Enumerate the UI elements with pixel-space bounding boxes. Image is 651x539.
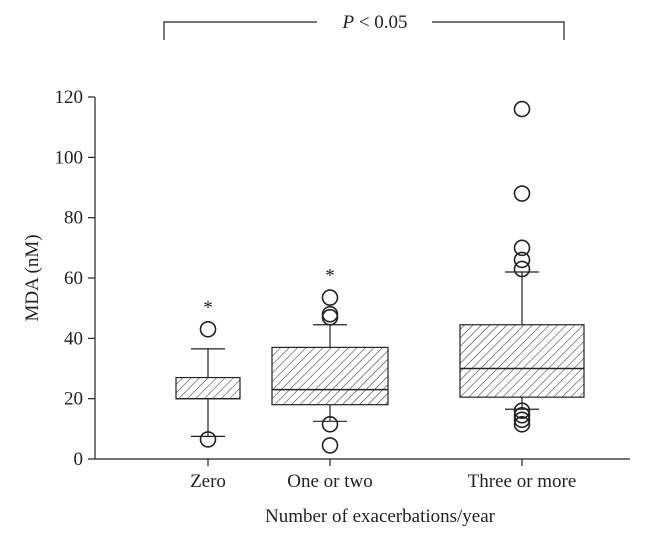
- x-tick-label: Three or more: [468, 471, 577, 492]
- outlier-point: [513, 411, 531, 429]
- y-axis-title: MDA (nM): [22, 234, 43, 321]
- significance-star: *: [203, 297, 213, 318]
- x-axis-title: Number of exacerbations/year: [265, 506, 496, 527]
- outlier-point: [321, 416, 339, 433]
- outlier-point: [321, 289, 339, 306]
- y-tick-label: 60: [64, 268, 83, 289]
- box-iqr: [175, 376, 241, 400]
- outlier-point: [513, 260, 531, 278]
- outlier-point: [513, 416, 531, 433]
- y-tick-label: 80: [64, 208, 83, 229]
- x-ticks: Zero One or two Three or more: [190, 459, 576, 492]
- significance-bracket-left: [163, 21, 317, 40]
- y-tick-label: 0: [74, 449, 84, 470]
- outlier-point: [513, 239, 531, 257]
- outlier-point: [513, 406, 531, 424]
- outlier-point: [321, 308, 339, 326]
- significance-bracket-right: [432, 21, 565, 40]
- y-tick-label: 120: [55, 87, 84, 108]
- significance-label: P < 0.05: [341, 12, 407, 33]
- outlier-point: [513, 251, 531, 269]
- outlier-point: [321, 437, 339, 454]
- outlier-point: [199, 320, 217, 338]
- outlier-point: [199, 431, 217, 448]
- y-tick-label: 100: [55, 147, 84, 168]
- y-tick-label: 20: [64, 389, 83, 410]
- y-axis: 0 20 40 60 80 100 120: [55, 87, 96, 470]
- y-tick-label: 40: [64, 328, 83, 349]
- x-tick-label: Zero: [190, 471, 226, 492]
- box-iqr: [271, 346, 389, 406]
- x-tick-label: One or two: [287, 471, 372, 492]
- significance-bracket: P < 0.05: [163, 12, 565, 40]
- outlier-point: [513, 185, 531, 202]
- box-group: *: [271, 266, 389, 454]
- boxes: **: [175, 100, 585, 454]
- significance-star: *: [325, 266, 335, 287]
- box-group: *: [175, 297, 241, 448]
- x-axis: Zero One or two Three or more: [95, 458, 630, 492]
- outlier-point: [513, 402, 531, 420]
- box-group: [459, 100, 585, 433]
- outlier-point: [513, 100, 531, 118]
- y-ticks: 0 20 40 60 80 100 120: [55, 87, 95, 470]
- box-iqr: [459, 324, 585, 398]
